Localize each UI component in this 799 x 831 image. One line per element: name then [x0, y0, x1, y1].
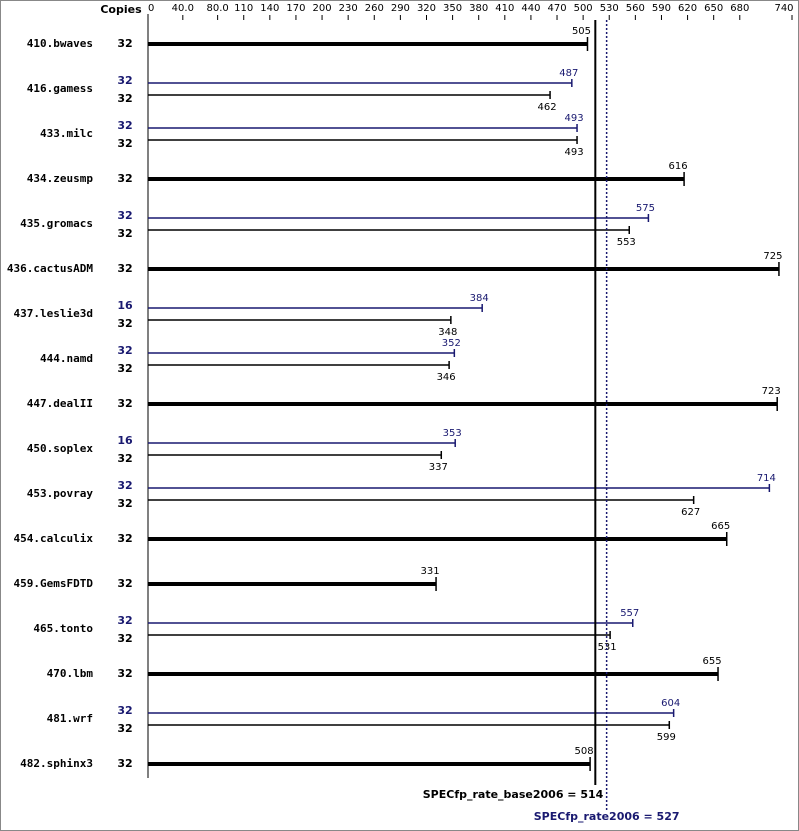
reference-label: SPECfp_rate_base2006 = 514 [423, 788, 604, 801]
benchmark-name: 436.cactusADM [7, 262, 93, 275]
copies: 32 [117, 262, 132, 275]
copies: 32 [117, 397, 132, 410]
x-tick-label: 650 [704, 3, 723, 14]
peak-copies: 32 [117, 74, 132, 87]
copies: 32 [117, 227, 132, 240]
peak-copies: 32 [117, 344, 132, 357]
x-tick-label: 200 [313, 3, 332, 14]
x-tick-label: 680 [730, 3, 749, 14]
x-tick-label: 620 [678, 3, 697, 14]
benchmark-name: 482.sphinx3 [20, 757, 93, 770]
benchmark-name: 459.GemsFDTD [14, 577, 94, 590]
benchmark-name: 481.wrf [47, 712, 93, 725]
peak-copies: 32 [117, 479, 132, 492]
x-tick-label: 410 [495, 3, 514, 14]
value-label: 723 [762, 386, 781, 397]
x-tick-label: 40.0 [172, 3, 194, 14]
copies: 32 [117, 497, 132, 510]
copies: 32 [117, 722, 132, 735]
value-label: 462 [538, 102, 557, 113]
benchmark-name: 433.milc [40, 127, 93, 140]
peak-value-label: 487 [559, 68, 578, 79]
benchmark-name: 416.gamess [27, 82, 93, 95]
x-tick-label: 530 [600, 3, 619, 14]
x-tick-label: 230 [339, 3, 358, 14]
x-tick-label: 80.0 [206, 3, 228, 14]
value-label: 337 [429, 462, 448, 473]
value-label: 616 [669, 161, 688, 172]
x-tick-label: 500 [574, 3, 593, 14]
value-label: 346 [437, 372, 456, 383]
x-tick-label: 170 [286, 3, 305, 14]
value-label: 725 [763, 251, 782, 262]
peak-value-label: 493 [564, 113, 583, 124]
copies-header: Copies [100, 3, 142, 16]
value-label: 348 [438, 327, 457, 338]
peak-value-label: 384 [470, 293, 489, 304]
copies: 32 [117, 532, 132, 545]
benchmark-name: 453.povray [27, 487, 94, 500]
peak-copies: 32 [117, 119, 132, 132]
peak-value-label: 557 [620, 608, 639, 619]
copies: 32 [117, 757, 132, 770]
benchmark-name: 435.gromacs [20, 217, 93, 230]
peak-copies: 32 [117, 704, 132, 717]
value-label: 493 [564, 147, 583, 158]
benchmark-name: 470.lbm [47, 667, 94, 680]
benchmark-name: 444.namd [40, 352, 93, 365]
x-tick-label: 290 [391, 3, 410, 14]
value-label: 665 [711, 521, 730, 532]
reference-label: SPECfp_rate2006 = 527 [534, 810, 680, 823]
copies: 32 [117, 577, 132, 590]
copies: 32 [117, 92, 132, 105]
copies: 32 [117, 632, 132, 645]
x-tick-label: 470 [547, 3, 566, 14]
peak-copies: 32 [117, 209, 132, 222]
value-label: 553 [617, 237, 636, 248]
x-tick-label: 740 [774, 3, 793, 14]
peak-value-label: 353 [443, 428, 462, 439]
copies: 32 [117, 362, 132, 375]
value-label: 627 [681, 507, 700, 518]
copies: 32 [117, 37, 132, 50]
benchmark-name: 437.leslie3d [14, 307, 93, 320]
x-tick-label: 560 [626, 3, 645, 14]
value-label: 331 [421, 566, 440, 577]
benchmark-name: 447.dealII [27, 397, 93, 410]
copies: 32 [117, 137, 132, 150]
peak-copies: 16 [117, 434, 133, 447]
benchmark-name: 434.zeusmp [27, 172, 94, 185]
value-label: 505 [572, 26, 591, 37]
x-tick-label: 590 [652, 3, 671, 14]
copies: 32 [117, 317, 132, 330]
benchmark-name: 454.calculix [14, 532, 94, 545]
benchmark-name: 450.soplex [27, 442, 94, 455]
copies: 32 [117, 172, 132, 185]
benchmark-name: 410.bwaves [27, 37, 93, 50]
peak-copies: 32 [117, 614, 132, 627]
copies: 32 [117, 667, 132, 680]
peak-value-label: 714 [757, 473, 776, 484]
x-tick-label: 0 [148, 3, 154, 14]
value-label: 655 [702, 656, 721, 667]
benchmark-name: 465.tonto [33, 622, 93, 635]
peak-value-label: 352 [442, 338, 461, 349]
x-tick-label: 260 [365, 3, 384, 14]
value-label: 531 [598, 642, 617, 653]
x-tick-label: 350 [443, 3, 462, 14]
x-tick-label: 320 [417, 3, 436, 14]
copies: 32 [117, 452, 132, 465]
x-tick-label: 110 [234, 3, 253, 14]
peak-copies: 16 [117, 299, 133, 312]
peak-value-label: 604 [661, 698, 680, 709]
value-label: 599 [657, 732, 676, 743]
x-tick-label: 140 [260, 3, 279, 14]
x-tick-label: 440 [521, 3, 540, 14]
peak-value-label: 575 [636, 203, 655, 214]
x-tick-label: 380 [469, 3, 488, 14]
value-label: 508 [575, 746, 594, 757]
